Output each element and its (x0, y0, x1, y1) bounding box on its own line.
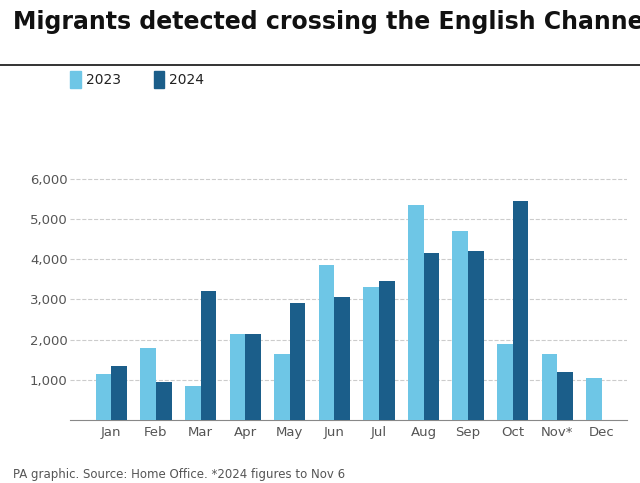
Bar (424, 253, 439, 420)
Bar (185, 386, 200, 420)
Bar (557, 372, 573, 420)
Bar (497, 344, 513, 420)
Text: 2024: 2024 (170, 73, 204, 86)
Bar (586, 378, 602, 420)
Bar (140, 348, 156, 420)
Text: PA graphic. Source: Home Office. *2024 figures to Nov 6: PA graphic. Source: Home Office. *2024 f… (13, 468, 345, 481)
Bar (96, 374, 111, 420)
Text: Migrants detected crossing the English Channel: Migrants detected crossing the English C… (13, 10, 640, 34)
Bar (513, 201, 528, 420)
Text: 2023: 2023 (86, 73, 121, 86)
Bar (156, 382, 172, 420)
Bar (408, 205, 424, 420)
Bar (111, 366, 127, 420)
Bar (468, 251, 484, 420)
Bar (364, 287, 379, 420)
Bar (274, 354, 290, 420)
Bar (200, 291, 216, 420)
Bar (379, 281, 394, 420)
Bar (290, 303, 305, 420)
Bar (319, 265, 334, 420)
Bar (452, 231, 468, 420)
Bar (245, 334, 260, 420)
Bar (334, 298, 350, 420)
Bar (230, 334, 245, 420)
Bar (541, 354, 557, 420)
